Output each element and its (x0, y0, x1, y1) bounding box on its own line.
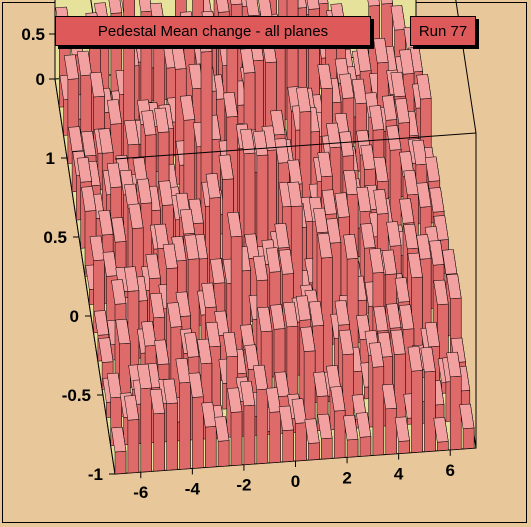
box-edge-top-front (114, 132, 477, 160)
x-tick-label: 2 (342, 468, 351, 487)
x-axis: -6 -4 -2 0 2 4 6 (133, 449, 455, 502)
histogram-bar (416, 234, 432, 339)
histogram-bar (394, 416, 410, 454)
histogram-bar (446, 351, 462, 451)
histogram-bar (433, 417, 449, 452)
histogram-bar (162, 378, 178, 471)
x-tick-label: -2 (236, 476, 251, 495)
histogram-bar (188, 372, 204, 469)
y-tick-label: -0.5 (62, 386, 91, 405)
z-tick-label: 0.5 (21, 25, 45, 44)
histogram-bar (124, 395, 140, 474)
histogram-bar (201, 402, 217, 468)
histogram-bar (407, 346, 423, 453)
histogram-bar (343, 414, 359, 458)
histogram-bar (300, 326, 316, 433)
histogram-bar (111, 426, 127, 475)
histogram-bar (381, 383, 397, 455)
histogram-bar (330, 386, 346, 459)
y-tick-label: 1 (46, 149, 55, 168)
histogram-bar (356, 412, 372, 457)
histogram-bar (338, 329, 354, 430)
histogram-bar (368, 342, 385, 456)
bars-group (55, 0, 475, 475)
histogram-bar (214, 416, 230, 467)
plot-box-front (114, 0, 477, 448)
histogram-bar (149, 388, 165, 472)
x-tick-label: -6 (133, 483, 148, 502)
x-tick-label: 6 (445, 461, 454, 480)
histogram-bar (407, 252, 423, 368)
histogram-bar (317, 413, 333, 460)
y-axis: -1 -0.5 0 0.5 1 (43, 149, 115, 484)
x-tick-label: -4 (185, 479, 201, 498)
run-label: Run 77 (410, 16, 476, 46)
histogram-bar (433, 279, 449, 366)
x-tick-label: 0 (291, 472, 300, 491)
y-tick-label: -1 (88, 465, 103, 484)
histogram-bar (291, 398, 307, 462)
histogram-bar (240, 380, 256, 465)
histogram-bar (227, 387, 243, 466)
histogram-bar (459, 403, 475, 450)
x-tick-label: 4 (394, 465, 404, 484)
z-tick-label: 0 (36, 70, 45, 89)
histogram-bar (304, 418, 320, 461)
histogram-bar (283, 301, 299, 405)
histogram-bar (124, 266, 140, 388)
histogram-bar (175, 357, 191, 470)
box-edge-top-right (455, 0, 477, 134)
chart-title: Pedestal Mean change - all planes (55, 16, 371, 46)
z-axis: 00.511.522.53 (21, 25, 55, 89)
y-tick-label: 0 (70, 307, 79, 326)
histogram-bar (317, 233, 333, 374)
y-tick-label: 0.5 (43, 228, 67, 247)
histogram-bar (278, 405, 294, 463)
histogram-bar (265, 387, 281, 464)
